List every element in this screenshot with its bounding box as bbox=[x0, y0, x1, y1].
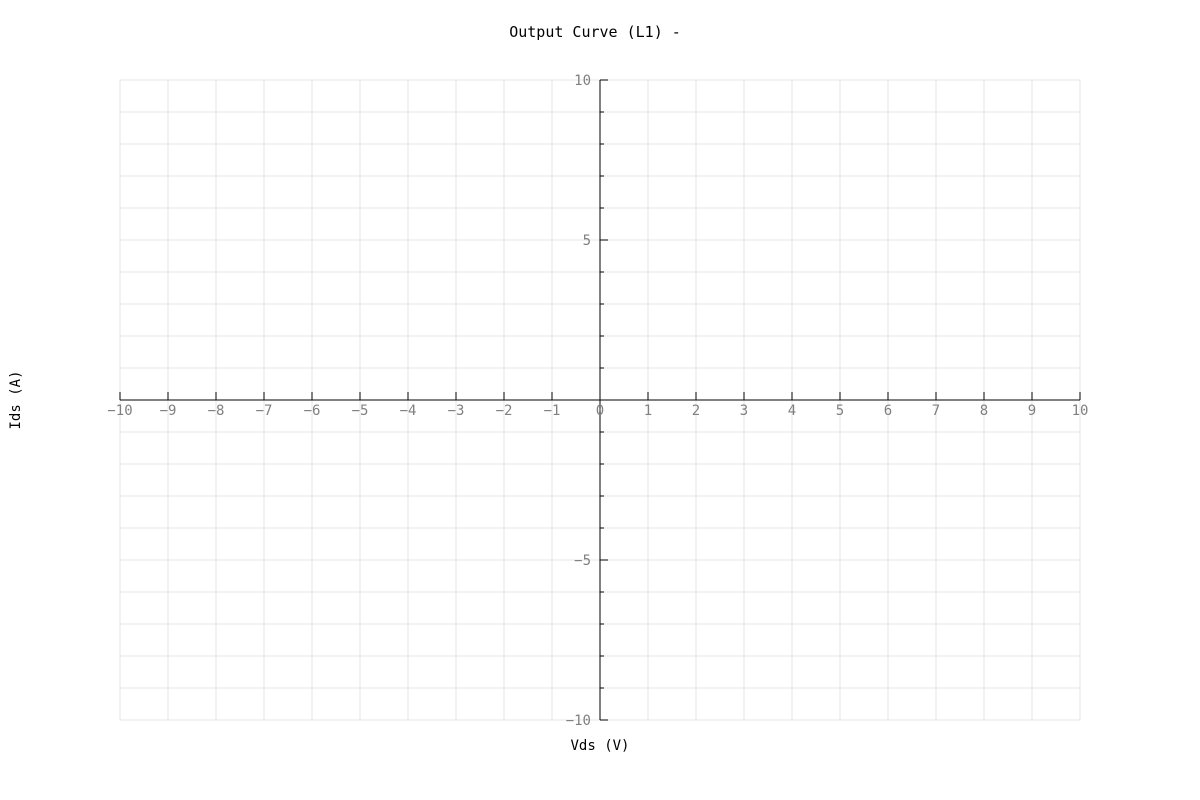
y-tick-label: 10 bbox=[574, 73, 591, 89]
x-tick-label: −5 bbox=[352, 403, 369, 419]
x-axis-ticks: −10 −9 −8 −7 −6 −5 −4 −3 −2 −1 0 1 2 3 4 5 6 7 8 9 10 bbox=[107, 392, 1088, 419]
x-tick-label: −3 bbox=[448, 403, 465, 419]
x-tick-label: 10 bbox=[1072, 403, 1089, 419]
x-tick-label: −1 bbox=[544, 403, 561, 419]
x-tick-label: 1 bbox=[644, 403, 652, 419]
x-tick-label: 9 bbox=[1028, 403, 1036, 419]
x-tick-label: −9 bbox=[160, 403, 177, 419]
x-tick-label: 6 bbox=[884, 403, 892, 419]
x-tick-label: −10 bbox=[107, 403, 132, 419]
y-axis-label: Ids (A) bbox=[8, 370, 24, 429]
x-tick-label: −8 bbox=[208, 403, 225, 419]
x-tick-label: 8 bbox=[980, 403, 988, 419]
x-tick-label: 7 bbox=[932, 403, 940, 419]
x-tick-label: 2 bbox=[692, 403, 700, 419]
x-tick-label: 5 bbox=[836, 403, 844, 419]
y-tick-label: −5 bbox=[574, 553, 591, 569]
x-tick-label: −7 bbox=[256, 403, 273, 419]
x-tick-label: 3 bbox=[740, 403, 748, 419]
x-tick-label: −4 bbox=[400, 403, 417, 419]
x-tick-label: 0 bbox=[596, 403, 604, 419]
x-tick-label: −2 bbox=[496, 403, 513, 419]
y-axis-ticks: 10 5 −5 −10 bbox=[566, 73, 608, 729]
x-tick-label: −6 bbox=[304, 403, 321, 419]
x-tick-label: 4 bbox=[788, 403, 796, 419]
chart-title: Output Curve (L1) - bbox=[509, 23, 681, 41]
y-tick-label: 5 bbox=[583, 233, 591, 249]
x-axis-label: Vds (V) bbox=[570, 738, 629, 754]
y-tick-label: −10 bbox=[566, 713, 591, 729]
